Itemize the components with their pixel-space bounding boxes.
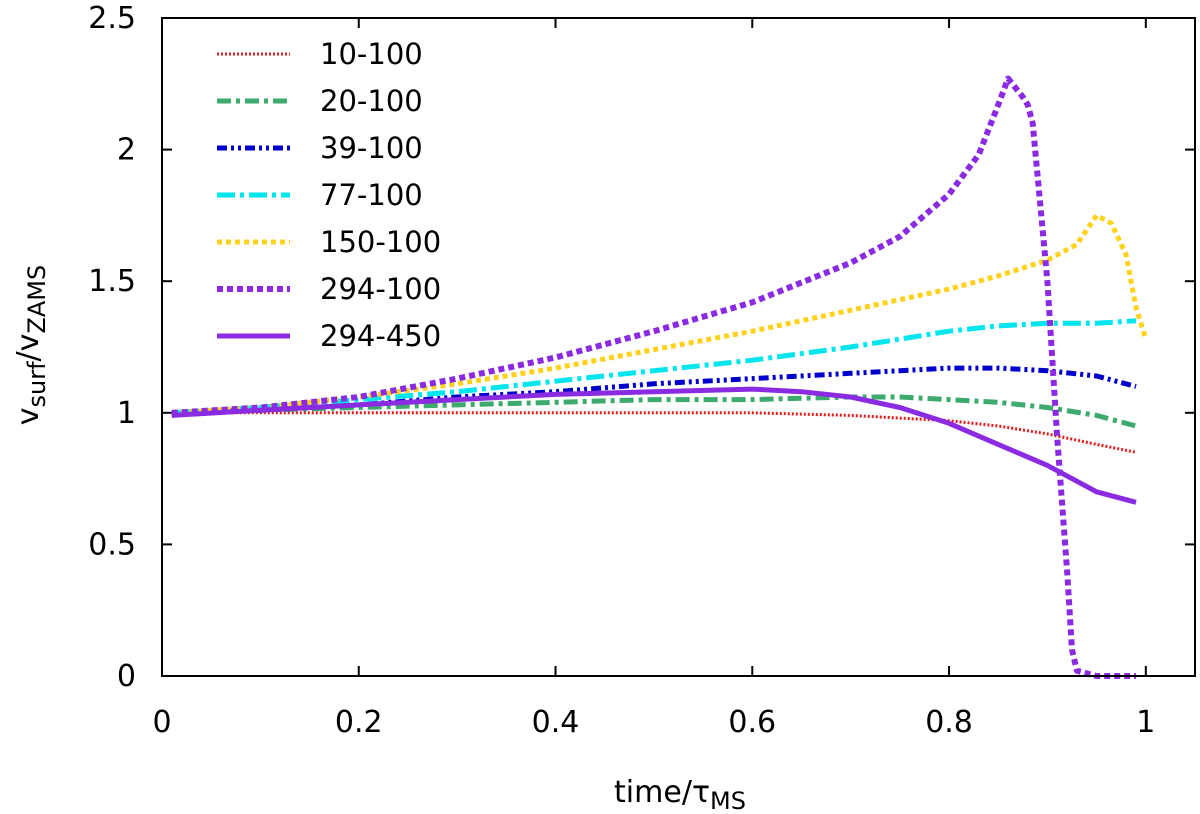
- y-tick-label: 1: [117, 396, 136, 431]
- y-tick-label: 2.5: [88, 1, 136, 36]
- x-tick-label: 0: [152, 705, 171, 740]
- legend-label: 10-100: [320, 37, 423, 71]
- y-tick-label: 1.5: [88, 264, 136, 299]
- y-axis-title-sub1: surf: [23, 361, 51, 408]
- y-axis-title-sub2: ZAMS: [23, 265, 51, 334]
- x-tick-label: 0.8: [925, 705, 973, 740]
- y-axis-title-v1: v: [11, 407, 46, 425]
- legend-label: 294-100: [320, 272, 441, 306]
- series-line-20-100: [171, 394, 1137, 429]
- x-tick-label: 0.2: [335, 705, 383, 740]
- x-axis-title-subscript: MS: [710, 787, 746, 814]
- x-tick-label: 0.6: [728, 705, 776, 740]
- series-line-294-100: [171, 75, 1136, 679]
- y-tick-label: 2: [117, 133, 136, 168]
- legend-label: 77-100: [320, 178, 423, 212]
- y-tick-label: 0.5: [88, 527, 136, 562]
- y-axis-ticks: 0 0.5 1 1.5 2 2.5: [88, 1, 1195, 694]
- x-axis-title-symbol: τ: [692, 775, 710, 810]
- legend-label: 39-100: [320, 131, 423, 165]
- x-axis-ticks: 0 0.2 0.4 0.6 0.8 1: [152, 18, 1155, 740]
- series-line-150-100: [171, 212, 1149, 416]
- x-axis-title: time/τMS: [614, 775, 746, 814]
- legend-label: 150-100: [320, 225, 441, 259]
- legend: 10-100 20-100 39-100 77-100 150-100 294-100 29…: [217, 37, 441, 353]
- series-line-77-100: [171, 318, 1137, 416]
- y-axis-title: vsurf/vZAMS: [11, 265, 51, 425]
- y-tick-label: 0: [117, 659, 136, 694]
- legend-label: 20-100: [320, 84, 423, 118]
- legend-label: 294-450: [320, 319, 441, 353]
- series-line-10-100: [171, 411, 1137, 454]
- x-tick-label: 0.4: [532, 705, 580, 740]
- series-line-294-450: [171, 386, 1137, 505]
- y-axis-title-v2: v: [11, 334, 46, 352]
- series-layer: [171, 75, 1149, 679]
- x-tick-label: 1: [1136, 705, 1155, 740]
- plot-frame: [161, 17, 1196, 677]
- x-axis-title-main: time/: [614, 775, 693, 810]
- y-axis-title-slash: /: [11, 350, 46, 361]
